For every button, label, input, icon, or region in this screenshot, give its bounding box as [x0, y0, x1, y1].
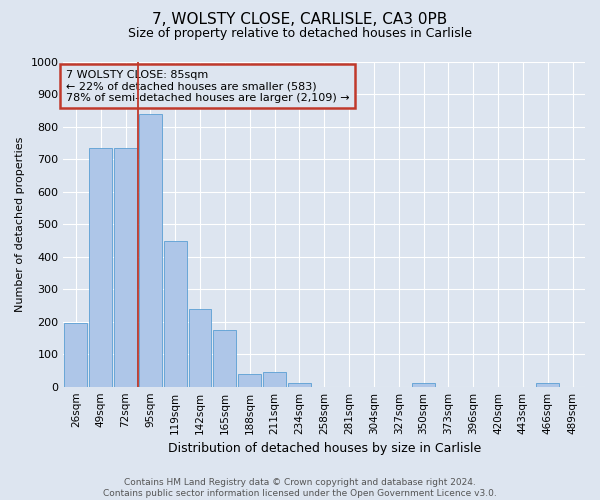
Bar	[412, 383, 435, 386]
X-axis label: Distribution of detached houses by size in Carlisle: Distribution of detached houses by size …	[167, 442, 481, 455]
Text: 7 WOLSTY CLOSE: 85sqm
← 22% of detached houses are smaller (583)
78% of semi-det: 7 WOLSTY CLOSE: 85sqm ← 22% of detached …	[66, 70, 350, 103]
Bar	[89, 148, 112, 386]
Bar	[139, 114, 162, 386]
Bar	[114, 148, 137, 386]
Text: Contains HM Land Registry data © Crown copyright and database right 2024.
Contai: Contains HM Land Registry data © Crown c…	[103, 478, 497, 498]
Bar	[288, 384, 311, 386]
Bar	[188, 309, 211, 386]
Bar	[214, 330, 236, 386]
Bar	[164, 242, 187, 386]
Text: Size of property relative to detached houses in Carlisle: Size of property relative to detached ho…	[128, 28, 472, 40]
Y-axis label: Number of detached properties: Number of detached properties	[15, 136, 25, 312]
Bar	[64, 323, 87, 386]
Text: 7, WOLSTY CLOSE, CARLISLE, CA3 0PB: 7, WOLSTY CLOSE, CARLISLE, CA3 0PB	[152, 12, 448, 28]
Bar	[536, 384, 559, 386]
Bar	[263, 372, 286, 386]
Bar	[238, 374, 261, 386]
